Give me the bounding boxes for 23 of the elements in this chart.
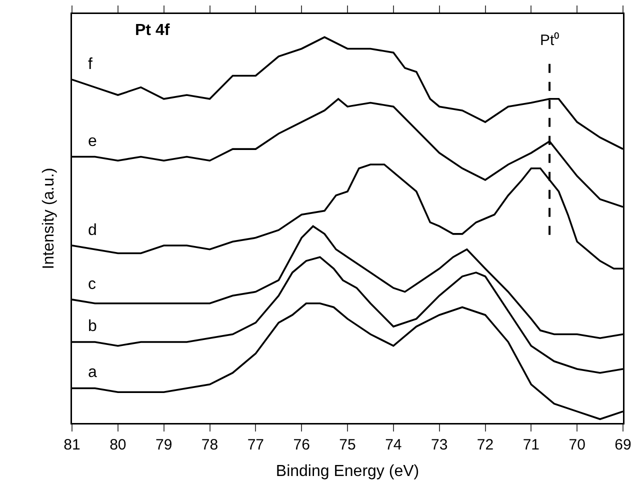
x-tick-label: 74 [385,436,402,454]
x-tick-label: 73 [430,436,448,454]
series-label: d [88,222,97,239]
x-tick-label: 69 [614,436,632,454]
series-label: a [88,364,97,381]
x-tick-label: 72 [476,436,494,454]
ref-line-label: Pt⁰ [540,32,560,49]
series-label: f [88,56,93,73]
annotation: Pt 4f [135,22,170,39]
x-tick-label: 71 [522,436,540,454]
series-label: e [88,133,97,150]
series-label: b [88,318,97,335]
x-tick-label: 76 [293,436,310,454]
x-tick-label: 77 [247,436,264,454]
y-axis-title: Intensity (a.u.) [40,168,58,270]
series-label: c [88,276,96,293]
x-tick-label: 75 [339,436,356,454]
x-tick-label: 80 [110,436,126,454]
x-axis-title: Binding Energy (eV) [276,462,420,480]
x-tick-label: 79 [155,436,172,454]
x-tick-label: 78 [201,436,218,454]
x-tick-label: 70 [568,436,586,454]
x-tick-label: 81 [64,436,80,454]
